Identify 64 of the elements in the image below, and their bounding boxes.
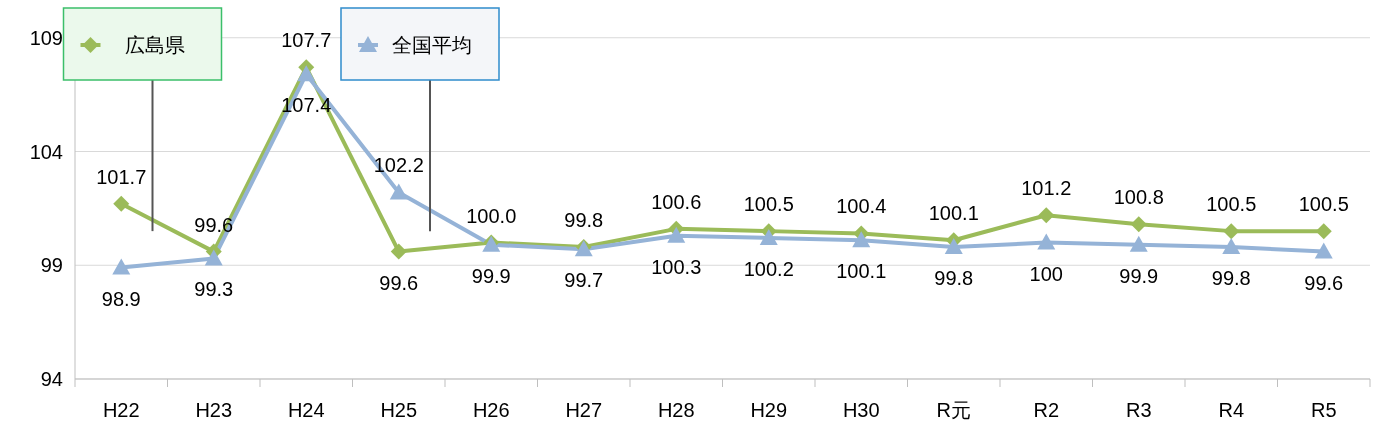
- point: [1130, 216, 1147, 233]
- point: [204, 249, 223, 266]
- x-tick-label: R元: [936, 399, 971, 421]
- point: [944, 238, 963, 255]
- x-tick-label: H26: [472, 399, 510, 421]
- data-label: 99.8: [934, 267, 974, 290]
- data-label: 100.1: [836, 260, 887, 283]
- data-label: 100.2: [743, 257, 794, 280]
- x-tick-label: H24: [287, 399, 325, 421]
- data-label: 100.4: [836, 195, 887, 218]
- x-tick-label: H30: [842, 399, 880, 421]
- data-label: 100.5: [743, 193, 794, 216]
- x-tick-label: H25: [380, 399, 418, 421]
- legend-label: 全国平均: [392, 34, 472, 56]
- data-label: 99.6: [379, 271, 419, 294]
- point: [1222, 238, 1241, 255]
- point: [1037, 233, 1056, 250]
- point: [852, 231, 871, 248]
- point: [1129, 235, 1148, 252]
- data-label: 99.7: [564, 269, 604, 292]
- point: [113, 195, 130, 212]
- x-tick-label: R2: [1033, 399, 1060, 421]
- data-label: 99.3: [194, 278, 234, 301]
- y-tick-label: 109: [29, 26, 63, 49]
- data-label: 99.9: [1119, 264, 1159, 287]
- data-label: 99.6: [1304, 271, 1344, 294]
- data-label: 100.8: [1113, 186, 1164, 209]
- data-label: 98.9: [101, 287, 141, 310]
- data-label: 99.8: [1211, 267, 1251, 290]
- point: [1315, 223, 1332, 240]
- data-label: 100.0: [466, 204, 517, 227]
- legend-label: 広島県: [124, 34, 185, 56]
- data-label: 107.7: [281, 29, 332, 52]
- x-tick-label: H23: [195, 399, 233, 421]
- point: [1314, 242, 1333, 259]
- x-tick-label: R5: [1310, 399, 1337, 421]
- point: [112, 258, 131, 275]
- y-tick-label: 104: [29, 140, 63, 163]
- x-tick-label: R4: [1218, 399, 1245, 421]
- point: [759, 228, 778, 245]
- point: [297, 65, 316, 82]
- x-tick-label: H29: [750, 399, 788, 421]
- y-tick-label: 99: [40, 254, 63, 277]
- data-label: 100: [1029, 262, 1063, 285]
- data-label: 101.7: [96, 165, 147, 188]
- data-label: 102.2: [373, 154, 424, 177]
- point: [389, 183, 408, 200]
- point: [667, 226, 686, 243]
- y-tick-label: 94: [40, 368, 63, 390]
- point: [1223, 223, 1240, 240]
- point: [1038, 207, 1055, 224]
- data-label: 100.1: [928, 202, 979, 225]
- data-label: 101.2: [1021, 177, 1072, 200]
- point: [390, 243, 407, 260]
- data-label: 100.3: [651, 255, 702, 278]
- x-tick-label: H27: [565, 399, 603, 421]
- data-label: 100.5: [1298, 193, 1349, 216]
- data-label: 99.9: [471, 264, 511, 287]
- x-tick-label: H22: [102, 399, 140, 421]
- x-tick-label: R3: [1125, 399, 1152, 421]
- data-label: 100.6: [651, 190, 702, 213]
- data-label: 99.8: [564, 209, 604, 232]
- x-tick-label: H28: [657, 399, 695, 421]
- data-label: 100.5: [1206, 193, 1257, 216]
